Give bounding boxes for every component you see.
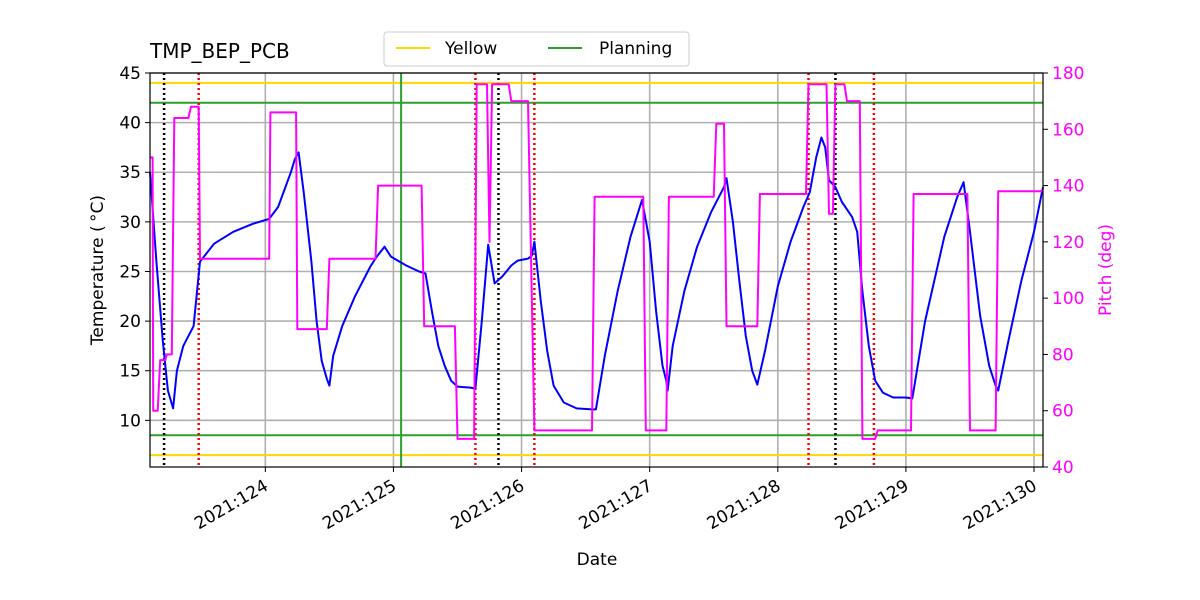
y-tick-label: 25 [119,262,141,282]
x-axis: 2021:124 2021:125 2021:126 2021:127 2021:128… [191,467,1041,534]
x-tick-label: 2021:127 [576,476,657,534]
legend-label-planning: Planning [599,39,672,59]
chart-title: TMP_BEP_PCB [149,39,290,63]
legend: Yellow Planning [383,31,690,67]
x-tick-label: 2021:128 [704,476,785,534]
x-tick-label: 2021:124 [191,476,272,534]
y-tick-label: 40 [119,114,141,134]
x-tick-label: 2021:129 [832,476,913,534]
y-tick-label: 30 [119,213,141,233]
y2-axis-label: Pitch (deg) [1096,224,1116,316]
y-axis-label: Temperature ( °C) [88,195,108,346]
y-axis: 10 15 20 25 30 35 40 45 [119,64,150,431]
y-tick-label: 20 [119,312,141,332]
pitch-series-line [150,83,1043,440]
x-axis-label: Date [577,550,618,570]
threshold-lines [150,81,1043,457]
y2-tick-label: 40 [1052,458,1074,478]
y-tick-label: 35 [119,163,141,183]
y-tick-label: 10 [119,411,141,431]
legend-label-yellow: Yellow [444,39,497,59]
y-tick-label: 15 [119,362,141,382]
y2-tick-label: 80 [1052,345,1074,365]
y2-tick-label: 180 [1052,64,1084,84]
data-series [149,83,1044,440]
y2-tick-label: 140 [1052,177,1084,197]
y2-tick-label: 120 [1052,233,1084,253]
x-tick-label: 2021:126 [448,476,529,534]
y2-tick-label: 60 [1052,402,1074,422]
grid-lines [150,72,1043,467]
x-tick-label: 2021:130 [960,476,1041,534]
y2-axis: 40 60 80 100 120 140 160 180 [1043,64,1084,478]
legend-box [383,31,690,67]
temperature-series-line [149,136,1044,411]
y2-tick-label: 100 [1052,289,1084,309]
x-tick-label: 2021:125 [319,476,400,534]
plot-frame [149,72,1044,468]
y2-tick-label: 160 [1052,120,1084,140]
y-tick-label: 45 [119,64,141,84]
